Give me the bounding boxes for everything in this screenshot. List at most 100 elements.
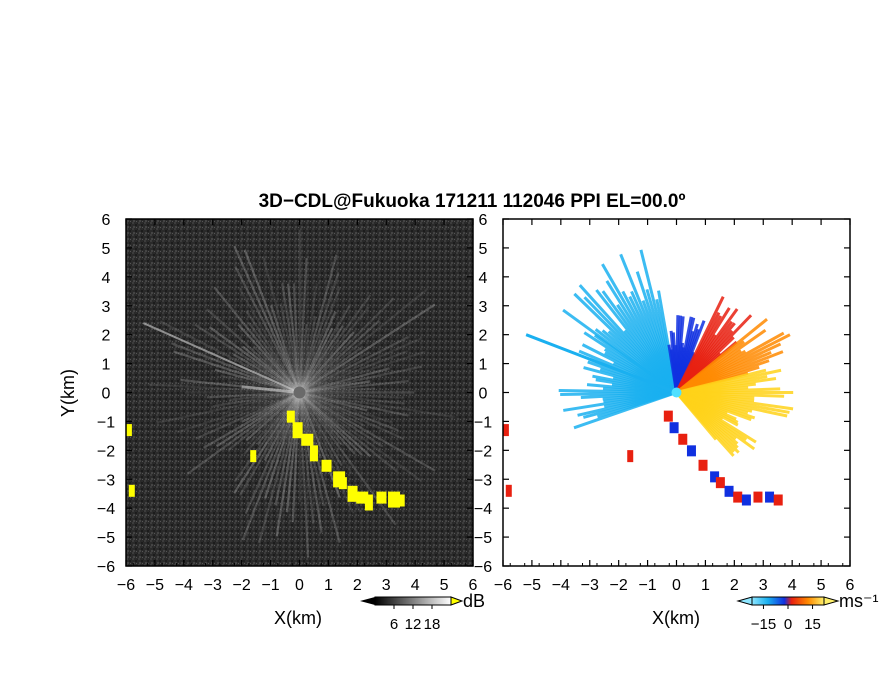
velocity-colorbar-left-arrow bbox=[736, 596, 753, 606]
velocity-y-tick-label: −2 bbox=[474, 443, 492, 460]
power-beam bbox=[299, 391, 404, 400]
power-beam bbox=[200, 391, 300, 432]
power-beam bbox=[239, 391, 301, 496]
velocity-clutter-cell bbox=[698, 459, 708, 471]
power-beam bbox=[298, 324, 308, 393]
power-beam bbox=[298, 391, 399, 473]
velocity-clutter-cell bbox=[627, 450, 634, 463]
power-beam bbox=[298, 391, 422, 482]
velocity-colorbar-unit: ms⁻¹ bbox=[839, 591, 879, 611]
velocity-colorbar-right-arrow bbox=[823, 596, 840, 606]
power-beam bbox=[298, 305, 351, 394]
power-colorbar-tick-label: 12 bbox=[405, 616, 422, 633]
power-beam bbox=[298, 391, 436, 472]
power-x-tick-label: 1 bbox=[324, 577, 333, 594]
power-highlight-cell bbox=[376, 491, 387, 504]
power-highlight-cell bbox=[301, 433, 314, 446]
velocity-clutter-cell bbox=[715, 477, 725, 489]
velocity-panel: −6 −5 −4 −3 −2 −1 0 1 2 3 4 5 6 −6 −5 −4 −3 −2 −1 0 1 2 3 4 5 6 X… bbox=[474, 212, 855, 628]
velocity-y-tick-label: −3 bbox=[474, 472, 492, 489]
velocity-x-tick-label: −3 bbox=[581, 577, 599, 594]
power-highlight-cell bbox=[338, 477, 347, 490]
power-beam bbox=[248, 322, 301, 394]
velocity-beam bbox=[573, 391, 677, 430]
power-beam bbox=[292, 283, 301, 393]
velocity-clutter-cell bbox=[710, 471, 720, 483]
power-beam bbox=[212, 391, 300, 408]
power-beam bbox=[229, 391, 300, 401]
power-origin bbox=[293, 386, 306, 399]
power-y-axis-label: Y(km) bbox=[58, 369, 78, 417]
power-beam bbox=[298, 391, 384, 448]
velocity-colorbar-tick-label: 0 bbox=[784, 616, 792, 633]
power-x-tick-label: 3 bbox=[382, 577, 391, 594]
power-y-tick-label: 0 bbox=[102, 386, 111, 403]
power-highlight-cell bbox=[128, 484, 135, 497]
power-beam bbox=[274, 392, 301, 506]
power-beam bbox=[243, 249, 301, 393]
power-beam bbox=[234, 391, 301, 482]
power-beam bbox=[208, 326, 301, 394]
power-x-tick-label: −1 bbox=[261, 577, 279, 594]
velocity-clutter-cell bbox=[741, 494, 751, 506]
velocity-x-tick-label: 3 bbox=[759, 577, 768, 594]
power-x-tick-label: 0 bbox=[295, 577, 304, 594]
power-beam bbox=[298, 319, 380, 394]
power-beam bbox=[245, 391, 301, 442]
power-beam bbox=[298, 331, 355, 394]
power-beam bbox=[159, 320, 300, 394]
power-y-tick-label: 6 bbox=[102, 212, 111, 229]
power-beam bbox=[298, 391, 343, 446]
power-x-tick-label: 2 bbox=[353, 577, 362, 594]
velocity-beam bbox=[676, 368, 767, 394]
power-colorbar: 6 12 18 dB bbox=[360, 591, 485, 633]
power-colorbar-left-arrow bbox=[360, 597, 375, 605]
velocity-clutter-cell bbox=[686, 445, 696, 457]
power-x-tick-label: −2 bbox=[233, 577, 251, 594]
power-beam bbox=[299, 336, 409, 394]
velocity-colorbar-tick-label: −15 bbox=[751, 616, 776, 633]
velocity-x-tick-label: −5 bbox=[523, 577, 541, 594]
power-beam bbox=[241, 385, 300, 394]
velocity-clutter-cell bbox=[663, 410, 673, 422]
power-x-axis-label: X(km) bbox=[274, 608, 322, 628]
velocity-origin bbox=[671, 387, 682, 398]
velocity-y-tick-label: 6 bbox=[479, 212, 488, 229]
velocity-clutter-cell bbox=[503, 424, 509, 437]
power-colorbar-right-arrow bbox=[450, 596, 464, 606]
power-beam bbox=[291, 392, 301, 523]
power-y-tick-label: −1 bbox=[97, 414, 115, 431]
velocity-y-tick-label: 2 bbox=[479, 328, 488, 345]
power-y-tick-label: 4 bbox=[102, 270, 111, 287]
velocity-x-tick-label: −1 bbox=[638, 577, 656, 594]
velocity-axes: −6 −5 −4 −3 −2 −1 0 1 2 3 4 5 6 −6 −5 −4 −3 −2 −1 0 1 2 3 4 5 6 bbox=[474, 212, 855, 594]
velocity-beam bbox=[675, 391, 728, 415]
velocity-y-tick-label: −5 bbox=[474, 530, 492, 547]
power-beam bbox=[227, 391, 301, 451]
power-highlight-strip bbox=[126, 410, 405, 511]
power-beam bbox=[219, 374, 300, 394]
power-beam bbox=[298, 391, 372, 458]
velocity-beam bbox=[667, 344, 678, 393]
power-beam bbox=[298, 391, 353, 474]
power-beam bbox=[228, 380, 300, 394]
velocity-colorbar-tick-label: 15 bbox=[804, 616, 821, 633]
power-y-tick-label: 1 bbox=[102, 357, 111, 374]
power-beam bbox=[299, 387, 376, 394]
power-highlight-cell bbox=[292, 422, 303, 439]
power-beam bbox=[299, 380, 371, 394]
power-colorbar-ramp bbox=[374, 596, 452, 606]
power-beam bbox=[298, 346, 362, 394]
power-beam bbox=[242, 345, 301, 394]
velocity-clutter-cell bbox=[753, 491, 763, 503]
power-x-tick-label: 5 bbox=[440, 577, 449, 594]
power-beam bbox=[237, 323, 301, 394]
power-beam bbox=[298, 392, 355, 514]
velocity-x-tick-label: −6 bbox=[494, 577, 512, 594]
power-beam bbox=[264, 392, 301, 499]
power-colorbar-tick-label: 6 bbox=[390, 616, 398, 633]
power-beam bbox=[298, 392, 341, 543]
velocity-sectors bbox=[503, 249, 794, 506]
power-beam bbox=[298, 271, 340, 393]
